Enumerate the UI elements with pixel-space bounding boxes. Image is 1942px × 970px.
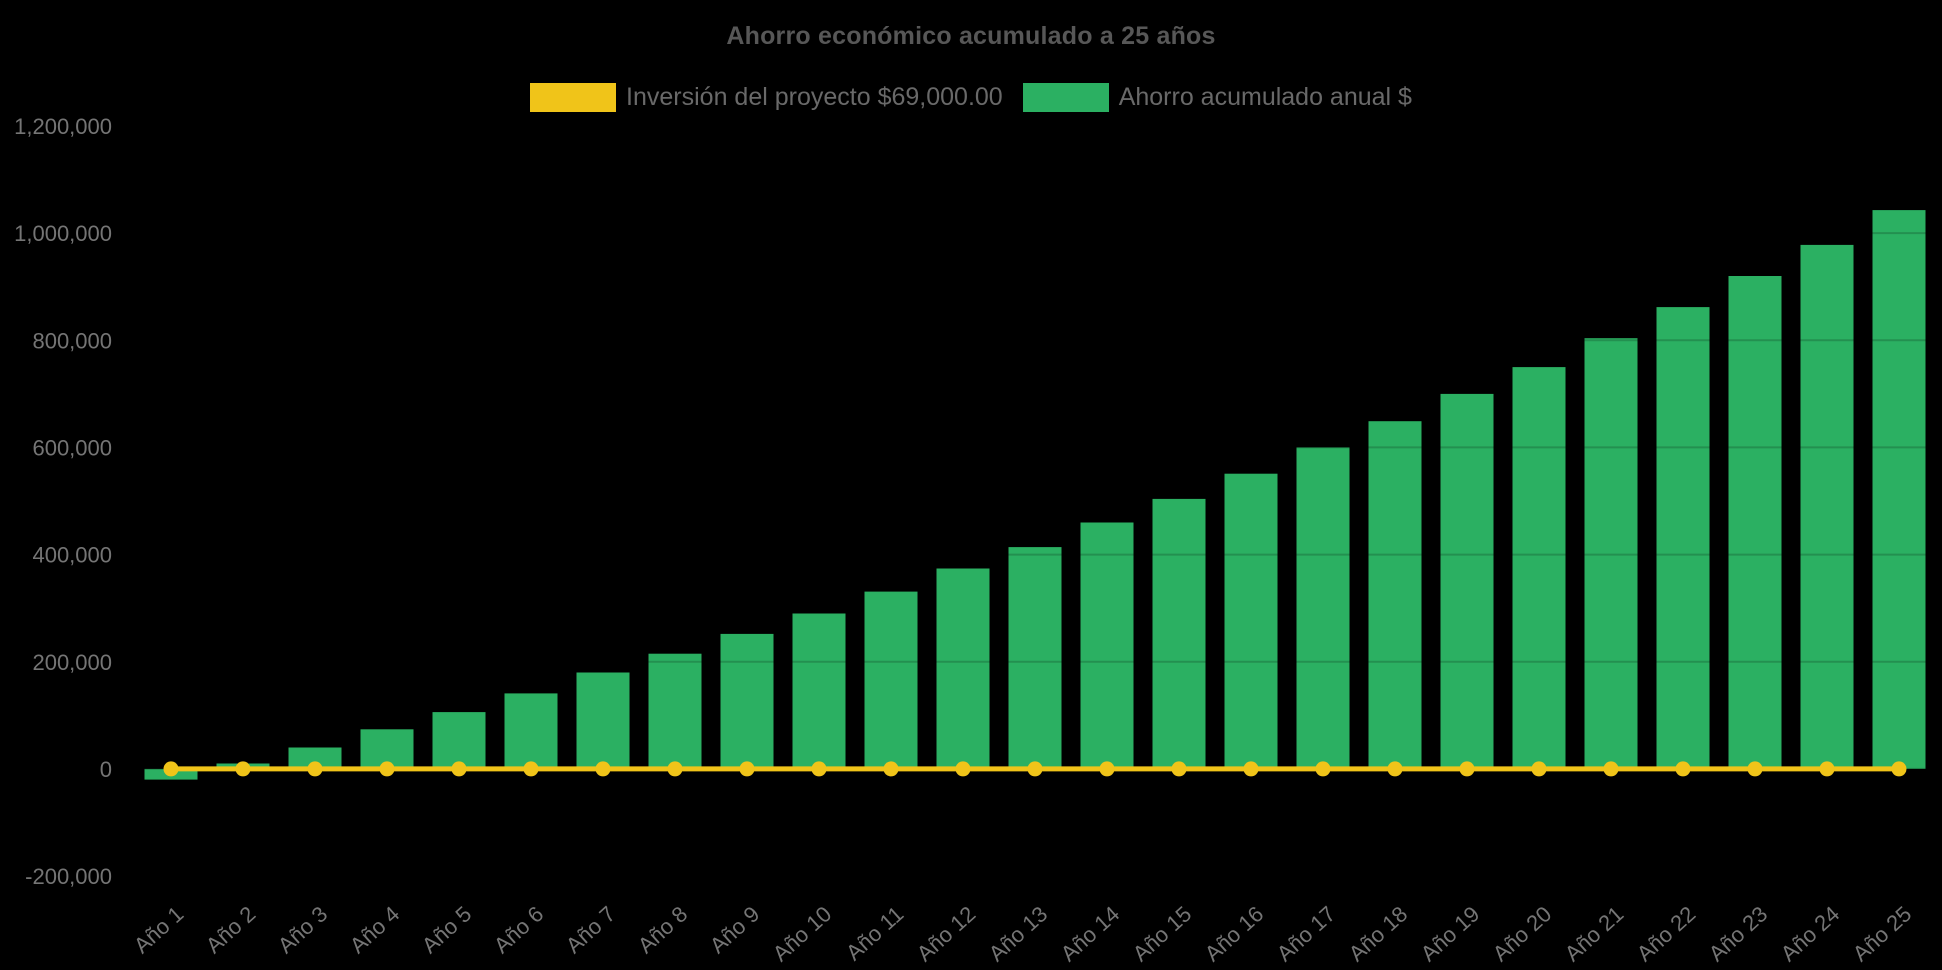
x-tick-label-año-15: Año 15 <box>1128 901 1197 966</box>
x-tick-label-año-11: Año 11 <box>841 901 908 965</box>
legend-label-inversion: Inversión del proyecto $69,000.00 <box>626 83 1003 111</box>
y-axis-tick-labels: -200,000 0 200,000 400,000 600,000 800,000 1,0… <box>14 114 112 889</box>
legend-item-inversion[interactable]: Inversión del proyecto $69,000.00 <box>530 83 1003 112</box>
inversion-point-año-11[interactable] <box>883 761 899 777</box>
inversion-point-año-13[interactable] <box>1027 761 1043 777</box>
x-tick-label-año-17: Año 17 <box>1272 901 1341 966</box>
x-tick-label-año-24: Año 24 <box>1776 901 1845 966</box>
bar-año-25[interactable] <box>1872 210 1926 769</box>
bar-año-6[interactable] <box>504 693 558 769</box>
x-tick-label-año-14: Año 14 <box>1056 901 1125 966</box>
bar-año-3[interactable] <box>288 747 342 769</box>
inversion-point-año-14[interactable] <box>1099 761 1115 777</box>
x-tick-label-año-21: Año 21 <box>1560 901 1629 966</box>
inversion-point-año-21[interactable] <box>1603 761 1619 777</box>
x-tick-label-año-16: Año 16 <box>1200 901 1269 966</box>
y-tick-label: 1,000,000 <box>14 221 112 246</box>
x-tick-label-año-12: Año 12 <box>912 901 981 966</box>
inversion-point-año-3[interactable] <box>307 761 323 777</box>
bar-año-24[interactable] <box>1800 244 1854 769</box>
bar-año-12[interactable] <box>936 568 990 769</box>
bar-año-7[interactable] <box>576 672 630 769</box>
inversion-point-año-24[interactable] <box>1819 761 1835 777</box>
inversion-point-año-25[interactable] <box>1891 761 1907 777</box>
bar-año-17[interactable] <box>1296 447 1350 769</box>
y-tick-label: 600,000 <box>32 435 112 460</box>
bar-año-19[interactable] <box>1440 393 1494 769</box>
bars-ahorro-acumulado <box>144 210 1926 780</box>
inversion-point-año-20[interactable] <box>1531 761 1547 777</box>
inversion-point-año-19[interactable] <box>1459 761 1475 777</box>
chart-title: Ahorro económico acumulado a 25 años <box>726 22 1216 50</box>
bar-año-15[interactable] <box>1152 498 1206 769</box>
x-tick-label-año-22: Año 22 <box>1632 901 1701 966</box>
x-tick-label-año-1: Año 1 <box>129 901 188 958</box>
inversion-point-año-2[interactable] <box>235 761 251 777</box>
y-tick-label: 0 <box>100 757 112 782</box>
inversion-point-año-16[interactable] <box>1243 761 1259 777</box>
y-tick-label: 400,000 <box>32 543 112 568</box>
bar-año-21[interactable] <box>1584 338 1638 769</box>
bar-año-13[interactable] <box>1008 547 1062 769</box>
bar-año-10[interactable] <box>792 613 846 769</box>
inversion-point-año-10[interactable] <box>811 761 827 777</box>
x-tick-label-año-6: Año 6 <box>489 901 548 958</box>
x-tick-label-año-20: Año 20 <box>1488 901 1557 966</box>
bar-año-22[interactable] <box>1656 307 1710 769</box>
inversion-point-año-18[interactable] <box>1387 761 1403 777</box>
bar-año-14[interactable] <box>1080 522 1134 769</box>
x-tick-label-año-8: Año 8 <box>633 901 692 958</box>
bar-año-18[interactable] <box>1368 421 1422 769</box>
bar-año-5[interactable] <box>432 712 486 769</box>
inversion-point-año-6[interactable] <box>523 761 539 777</box>
inversion-point-año-7[interactable] <box>595 761 611 777</box>
x-tick-label-año-10: Año 10 <box>768 901 837 966</box>
bar-año-23[interactable] <box>1728 276 1782 769</box>
bar-año-16[interactable] <box>1224 473 1278 769</box>
bar-año-9[interactable] <box>720 633 774 769</box>
x-tick-label-año-4: Año 4 <box>345 901 404 958</box>
inversion-point-año-15[interactable] <box>1171 761 1187 777</box>
legend-item-ahorro[interactable]: Ahorro acumulado anual $ <box>1022 83 1412 112</box>
inversion-point-año-17[interactable] <box>1315 761 1331 777</box>
legend-swatch-inversion-icon <box>530 83 617 112</box>
inversion-point-año-4[interactable] <box>379 761 395 777</box>
inversion-point-año-22[interactable] <box>1675 761 1691 777</box>
inversion-point-año-8[interactable] <box>667 761 683 777</box>
y-tick-label: 200,000 <box>32 650 112 675</box>
inversion-point-año-12[interactable] <box>955 761 971 777</box>
x-tick-label-año-3: Año 3 <box>273 901 332 958</box>
x-tick-label-año-2: Año 2 <box>201 901 260 958</box>
inversion-line-points <box>163 761 1907 777</box>
x-tick-label-año-18: Año 18 <box>1344 901 1413 966</box>
y-tick-label: -200,000 <box>25 864 112 889</box>
bar-año-11[interactable] <box>864 591 918 769</box>
bar-año-8[interactable] <box>648 653 702 769</box>
legend-label-ahorro: Ahorro acumulado anual $ <box>1118 83 1412 111</box>
inversion-point-año-1[interactable] <box>163 761 179 777</box>
x-tick-label-año-13: Año 13 <box>984 901 1053 966</box>
inversion-point-año-5[interactable] <box>451 761 467 777</box>
bar-año-20[interactable] <box>1512 367 1566 769</box>
x-tick-label-año-23: Año 23 <box>1704 901 1773 966</box>
x-tick-label-año-7: Año 7 <box>561 901 620 958</box>
chart-legend: Inversión del proyecto $69,000.00 Ahorro… <box>0 83 1942 112</box>
x-tick-label-año-9: Año 9 <box>705 901 764 958</box>
x-tick-label-año-5: Año 5 <box>417 901 476 958</box>
x-tick-label-año-19: Año 19 <box>1416 901 1485 966</box>
y-tick-label: 800,000 <box>32 328 112 353</box>
inversion-point-año-9[interactable] <box>739 761 755 777</box>
legend-swatch-ahorro-icon <box>1022 83 1109 112</box>
x-axis-tick-labels: Año 1 Año 2 Año 3 Año 4 Año 5 Año 6 Año 7 Año 8… <box>129 901 1916 966</box>
y-tick-label: 1,200,000 <box>14 114 112 139</box>
inversion-point-año-23[interactable] <box>1747 761 1763 777</box>
x-tick-label-año-25: Año 25 <box>1848 901 1917 966</box>
